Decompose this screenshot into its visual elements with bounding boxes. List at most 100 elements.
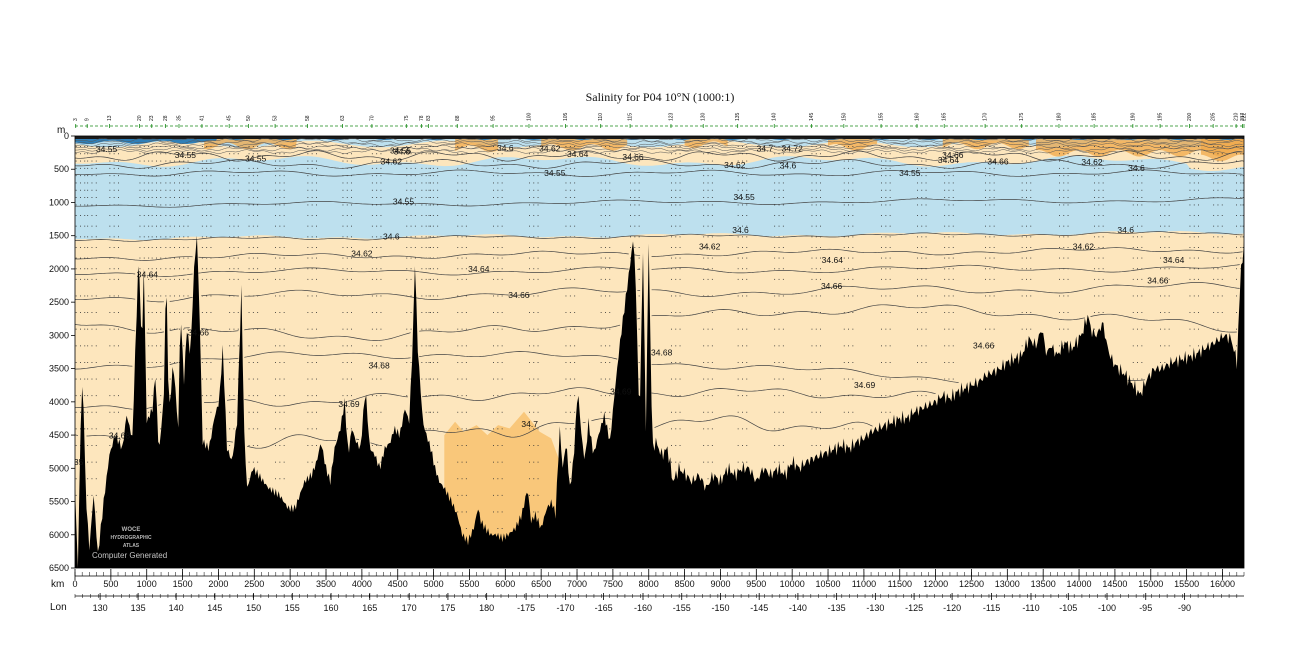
sample-dot bbox=[461, 395, 463, 397]
sample-dot bbox=[410, 160, 412, 162]
sample-dot bbox=[1236, 189, 1237, 191]
sample-dot bbox=[820, 215, 821, 216]
sample-dot bbox=[206, 146, 208, 147]
sample-dot bbox=[229, 362, 231, 363]
sample-dot bbox=[889, 395, 891, 397]
sample-dot bbox=[679, 247, 681, 248]
sample-dot bbox=[1094, 175, 1095, 177]
sample-dot bbox=[257, 189, 259, 191]
sample-dot bbox=[993, 268, 995, 270]
contour-label: 34.7 bbox=[757, 143, 774, 153]
sample-dot bbox=[948, 378, 950, 380]
sample-dot bbox=[351, 411, 352, 413]
sample-dot bbox=[457, 411, 459, 413]
lon-tick-label: -90 bbox=[1178, 603, 1191, 613]
sample-dot bbox=[465, 268, 467, 270]
sample-dot bbox=[84, 395, 86, 397]
sample-dot bbox=[283, 378, 285, 380]
sample-dot bbox=[428, 153, 430, 155]
sample-dot bbox=[881, 362, 882, 363]
sample-dot bbox=[609, 268, 611, 270]
sample-dot bbox=[497, 461, 499, 463]
sample-dot bbox=[1132, 225, 1134, 227]
sample-dot bbox=[376, 153, 378, 155]
sample-dot bbox=[1026, 204, 1027, 206]
sample-dot bbox=[118, 215, 119, 216]
sample-dot bbox=[201, 278, 203, 280]
contour-label: 34.68 bbox=[109, 430, 131, 440]
sample-dot bbox=[820, 189, 821, 191]
sample-dot bbox=[1213, 268, 1215, 270]
sample-dot bbox=[351, 175, 352, 177]
sample-dot bbox=[1242, 160, 1244, 162]
sample-dot bbox=[109, 215, 111, 216]
sample-dot bbox=[1213, 167, 1215, 169]
sample-dot bbox=[493, 295, 494, 297]
sample-dot bbox=[143, 225, 145, 227]
sample-dot bbox=[437, 378, 439, 380]
sample-dot bbox=[316, 175, 317, 177]
sample-dot bbox=[95, 428, 97, 430]
sample-dot bbox=[346, 278, 348, 280]
sample-dot bbox=[921, 312, 923, 313]
sample-dot bbox=[425, 247, 427, 248]
sample-dot bbox=[457, 378, 459, 380]
sample-dot bbox=[237, 153, 239, 155]
sample-dot bbox=[1198, 215, 1199, 216]
sample-dot bbox=[989, 247, 991, 248]
sample-dot bbox=[1030, 215, 1032, 216]
sample-dot bbox=[1102, 247, 1104, 248]
sample-dot bbox=[174, 312, 175, 313]
sample-dot bbox=[533, 511, 535, 513]
sample-dot bbox=[493, 160, 494, 162]
sample-dot bbox=[638, 167, 640, 169]
sample-dot bbox=[371, 215, 373, 216]
sample-dot bbox=[985, 215, 986, 216]
sample-dot bbox=[179, 175, 180, 177]
sample-dot bbox=[143, 197, 145, 198]
sample-dot bbox=[944, 189, 946, 191]
lon-tick-label: 135 bbox=[131, 603, 146, 613]
sample-dot bbox=[151, 362, 153, 363]
sample-dot bbox=[165, 278, 167, 280]
sample-dot bbox=[671, 345, 672, 347]
sample-dot bbox=[703, 204, 705, 206]
sample-dot bbox=[742, 395, 743, 397]
sample-dot bbox=[533, 153, 535, 155]
sample-dot bbox=[497, 295, 499, 297]
sample-dot bbox=[852, 197, 854, 198]
sample-dot bbox=[410, 175, 412, 177]
sample-dot bbox=[425, 268, 427, 270]
bathymetry-profile bbox=[75, 235, 1244, 568]
sample-dot bbox=[703, 461, 705, 463]
sample-dot bbox=[711, 175, 713, 177]
sample-dot bbox=[371, 395, 373, 397]
sample-dot bbox=[671, 445, 672, 446]
sample-dot bbox=[537, 478, 539, 480]
sample-dot bbox=[944, 225, 946, 227]
sample-dot bbox=[917, 295, 918, 297]
sample-dot bbox=[711, 445, 713, 446]
sample-dot bbox=[737, 257, 739, 259]
sample-dot bbox=[1137, 167, 1138, 169]
sample-dot bbox=[376, 197, 378, 198]
sample-dot bbox=[371, 411, 373, 413]
lon-tick-label: -130 bbox=[866, 603, 884, 613]
sample-dot bbox=[533, 328, 535, 330]
sample-dot bbox=[1141, 182, 1143, 184]
sample-dot bbox=[565, 189, 567, 191]
sample-dot bbox=[1213, 153, 1215, 155]
sample-dot bbox=[501, 146, 503, 147]
sample-dot bbox=[406, 257, 408, 259]
sample-dot bbox=[533, 197, 535, 198]
sample-dot bbox=[711, 247, 713, 248]
sample-dot bbox=[815, 395, 817, 397]
sample-dot bbox=[989, 268, 991, 270]
sample-dot bbox=[1236, 328, 1237, 330]
sample-dot bbox=[1094, 189, 1095, 191]
sample-dot bbox=[248, 225, 250, 227]
sample-dot bbox=[1067, 215, 1069, 216]
sample-dot bbox=[782, 268, 784, 270]
sample-dot bbox=[307, 197, 309, 198]
